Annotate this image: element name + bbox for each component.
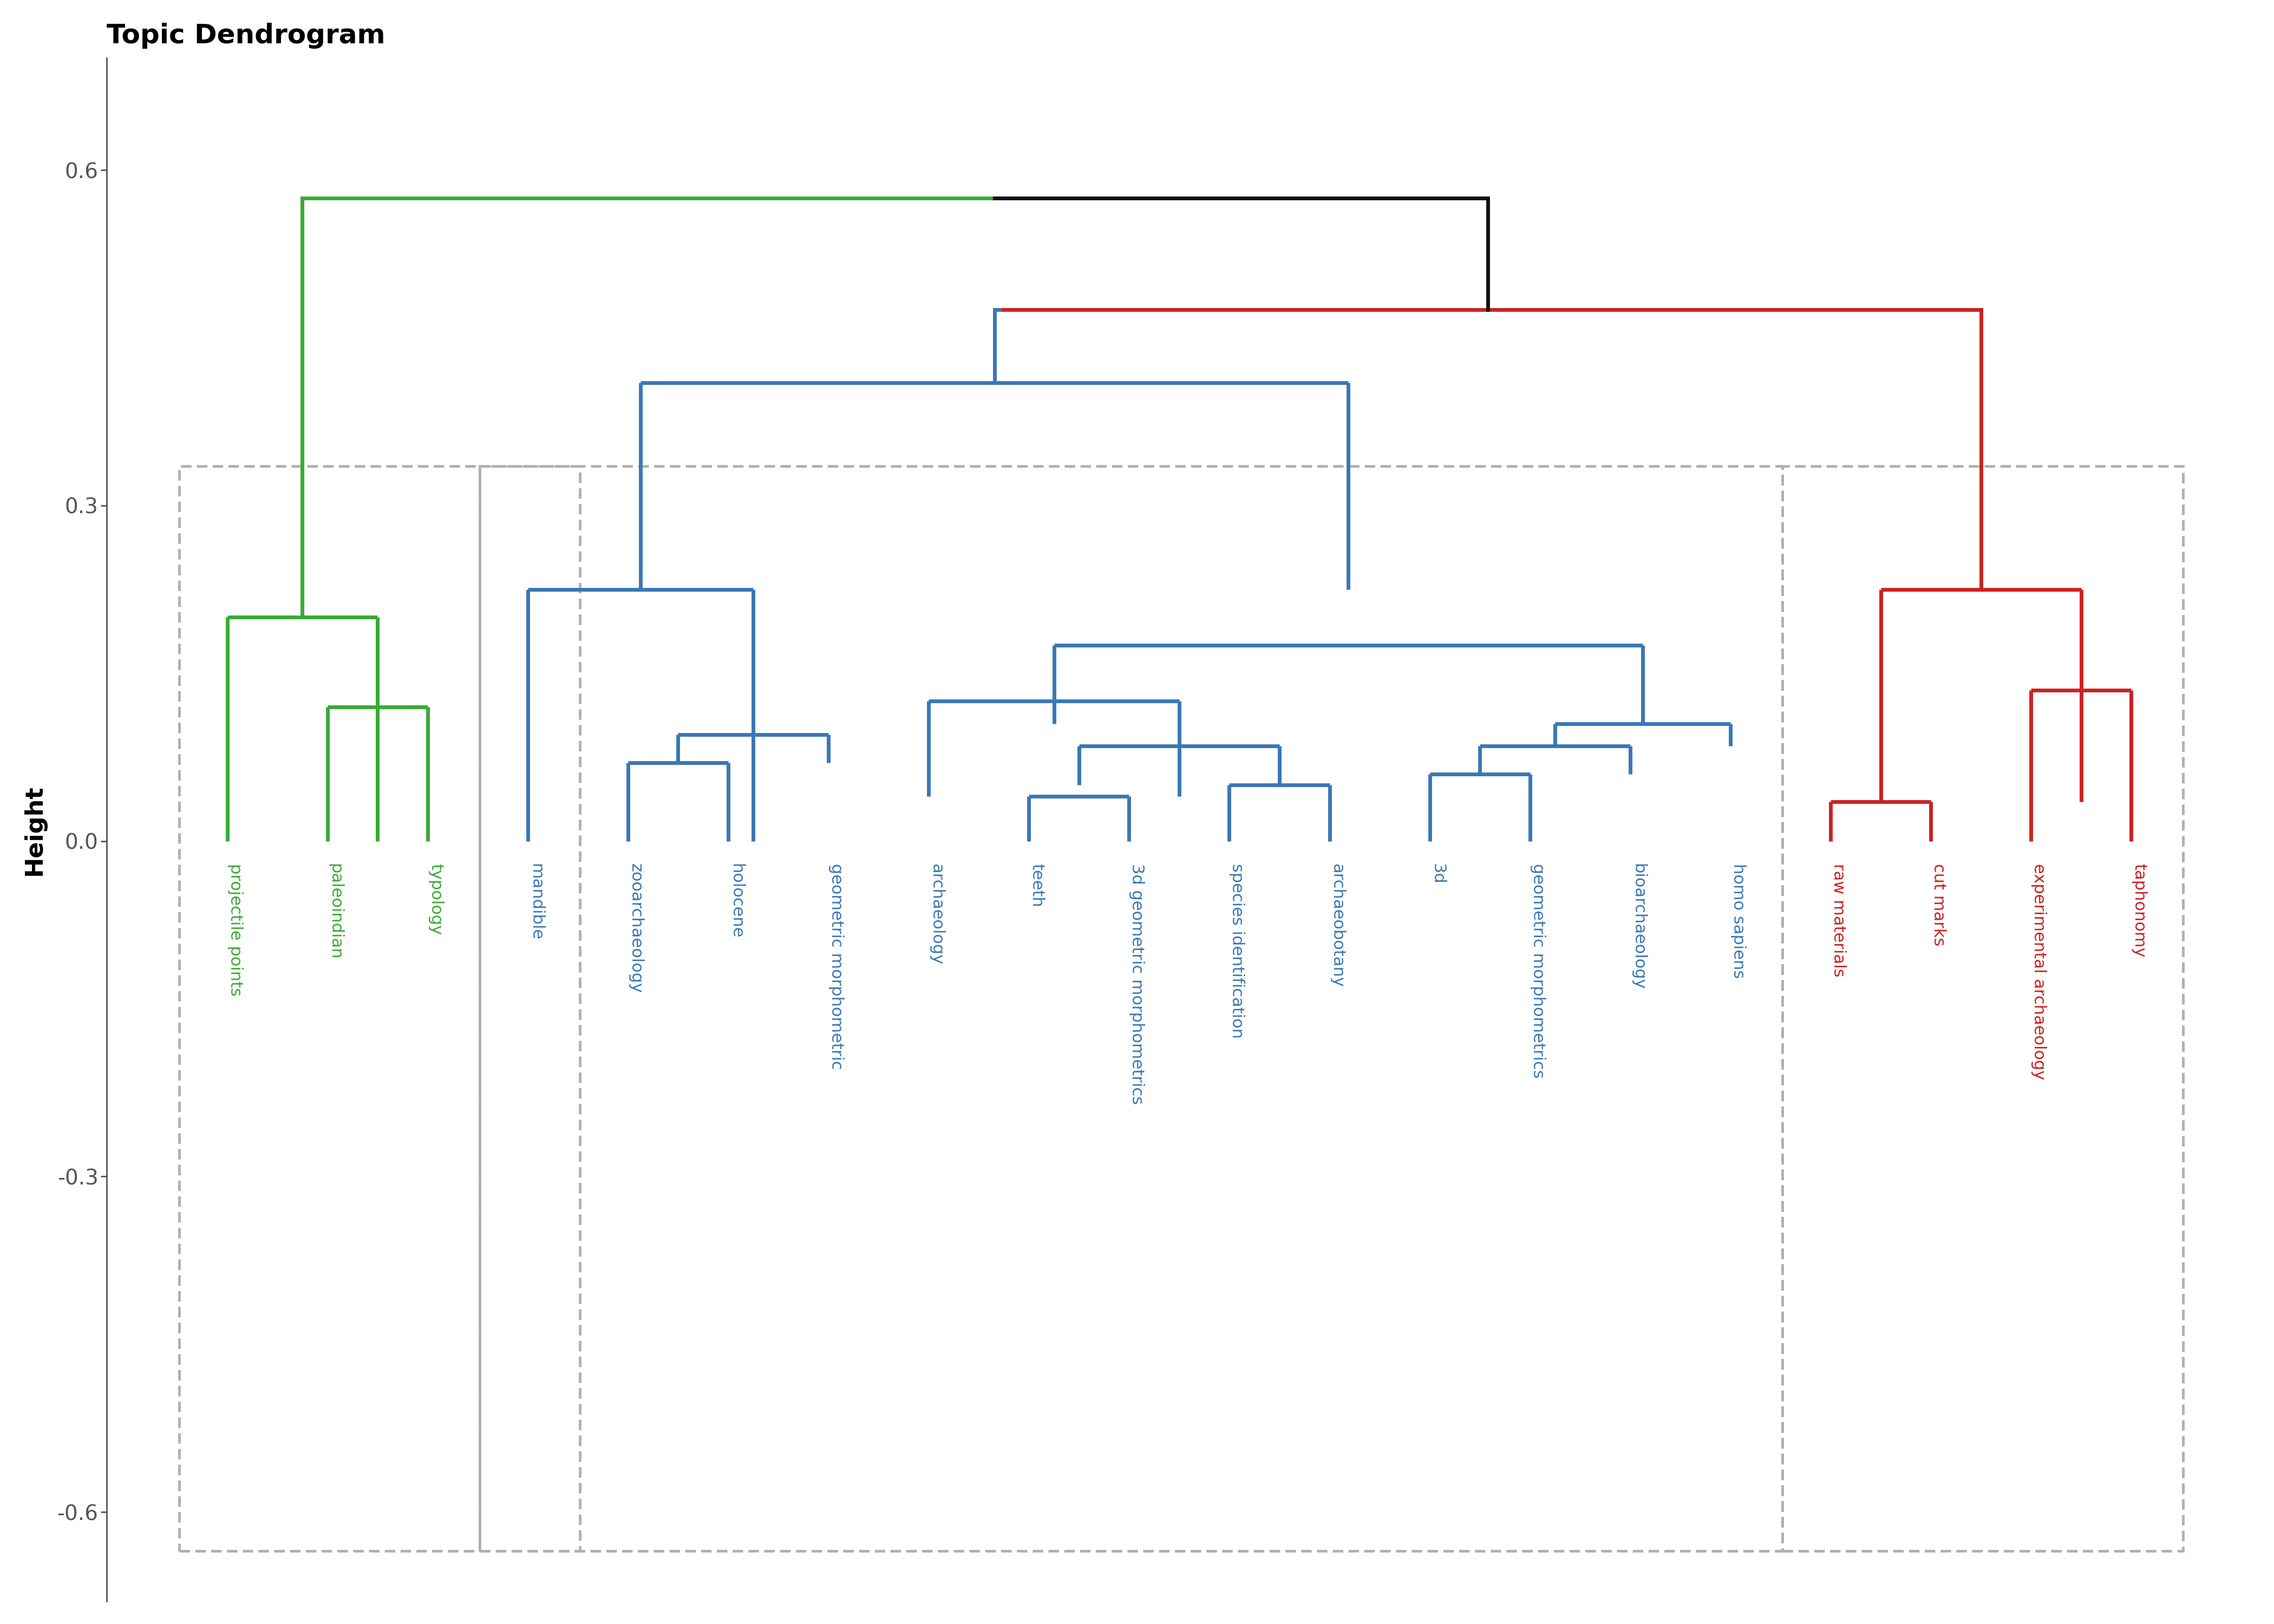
Text: holocene: holocene <box>728 864 744 939</box>
Text: taphonomy: taphonomy <box>2131 864 2147 957</box>
Text: teeth: teeth <box>1028 864 1044 908</box>
Text: geometric morphometric: geometric morphometric <box>828 864 844 1070</box>
Bar <box>480 466 580 1551</box>
Text: paleoindian: paleoindian <box>327 864 343 960</box>
Text: geometric morphometrics: geometric morphometrics <box>1530 864 1546 1078</box>
Bar <box>480 466 1783 1551</box>
Text: archaeobotany: archaeobotany <box>1330 864 1346 987</box>
Bar <box>1783 466 2183 1551</box>
Text: archaeology: archaeology <box>928 864 944 965</box>
Text: typology: typology <box>428 864 443 935</box>
Y-axis label: Height: Height <box>23 784 45 875</box>
Text: projectile points: projectile points <box>227 864 243 996</box>
Text: 3d: 3d <box>1430 864 1446 885</box>
Text: raw materials: raw materials <box>1831 864 1846 976</box>
Text: experimental archaeology: experimental archaeology <box>2031 864 2047 1080</box>
Text: species identification: species identification <box>1230 864 1244 1038</box>
Text: cut marks: cut marks <box>1931 864 1947 945</box>
Text: 3d geometric morphometrics: 3d geometric morphometrics <box>1130 864 1144 1104</box>
Text: bioarchaeology: bioarchaeology <box>1630 864 1646 989</box>
Text: Topic Dendrogram: Topic Dendrogram <box>107 23 387 49</box>
Bar <box>180 466 480 1551</box>
Text: zooarchaeology: zooarchaeology <box>628 864 644 994</box>
Text: homo sapiens: homo sapiens <box>1731 864 1746 978</box>
Text: mandible: mandible <box>528 864 543 940</box>
